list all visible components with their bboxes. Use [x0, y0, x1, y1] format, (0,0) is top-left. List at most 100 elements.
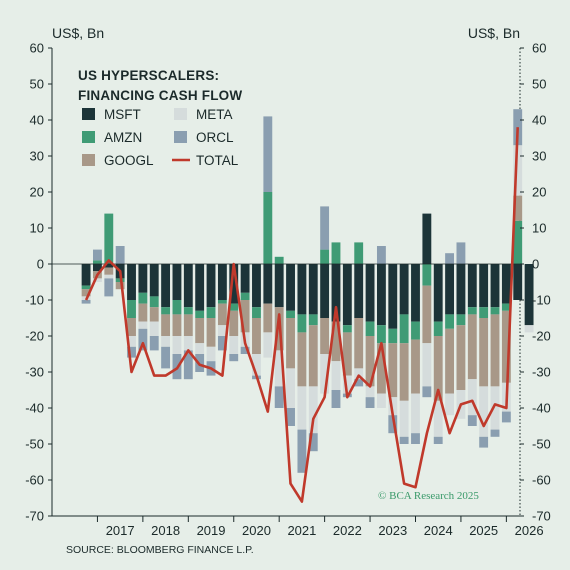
- bar-googl-q38: [513, 195, 523, 221]
- y-tick-label-right: -30: [532, 365, 551, 380]
- bar-orcl-q7: [161, 346, 171, 369]
- y-tick-label-right: -10: [532, 293, 551, 308]
- bar-amzn-q35: [479, 307, 489, 318]
- bar-googl-q18: [286, 318, 295, 369]
- bar-meta-q19: [297, 386, 307, 430]
- bar-orcl-q34: [467, 415, 477, 426]
- bar-amzn-q21: [320, 249, 330, 264]
- bar-googl-q36: [490, 314, 500, 387]
- bar-amzn-q4: [127, 300, 136, 318]
- legend-label-msft: MSFT: [104, 107, 141, 122]
- bar-orcl-q28: [399, 436, 409, 444]
- y-tick-label-right: 50: [532, 77, 546, 92]
- bar-amzn-q28: [399, 314, 409, 344]
- bar-msft-q8: [172, 264, 182, 300]
- bar-amzn-q32: [445, 314, 455, 329]
- chart-title-line-1: US HYPERSCALERS:: [78, 68, 219, 83]
- bar-googl-q12: [217, 303, 227, 326]
- bar-msft-q9: [183, 264, 193, 308]
- bar-meta-q13: [229, 336, 239, 354]
- bar-meta-q39: [524, 325, 534, 333]
- bar-amzn-q12: [217, 300, 227, 304]
- bar-msft-q11: [206, 264, 216, 308]
- bar-meta-q27: [388, 397, 398, 416]
- bar-orcl-q13: [229, 354, 239, 362]
- bar-orcl-q1: [93, 249, 102, 261]
- bar-meta-q29: [411, 393, 420, 434]
- y-tick-label-right: -40: [532, 401, 551, 416]
- bar-msft-q7: [161, 264, 171, 308]
- bar-amzn-q17: [274, 256, 284, 264]
- x-tick-label: 2019: [197, 523, 226, 538]
- bar-meta-q12: [217, 325, 227, 336]
- bar-orcl-q30: [422, 386, 432, 398]
- bar-googl-q24: [354, 318, 364, 369]
- bar-googl-q3: [115, 282, 125, 290]
- bar-orcl-q22: [331, 390, 341, 408]
- bar-meta-q20: [308, 386, 318, 434]
- bar-amzn-q19: [297, 314, 307, 333]
- y-tick-label-right: 0: [532, 257, 539, 272]
- bar-googl-q30: [422, 285, 432, 344]
- y-tick-label-left: 50: [30, 77, 44, 92]
- bar-orcl-q2: [104, 278, 114, 297]
- bar-amzn-q9: [183, 307, 193, 315]
- legend-label-googl: GOOGL: [104, 153, 154, 168]
- bar-meta-q17: [274, 350, 284, 387]
- bar-meta-q2: [104, 274, 114, 279]
- bar-orcl-q20: [308, 433, 318, 452]
- bar-msft-q33: [456, 264, 466, 315]
- bar-msft-q13: [229, 264, 239, 304]
- x-tick-label: 2018: [151, 523, 180, 538]
- bar-orcl-q37: [501, 411, 511, 423]
- bar-meta-q8: [172, 336, 182, 354]
- bar-meta-q11: [206, 346, 216, 362]
- bar-meta-q6: [149, 321, 159, 336]
- legend-swatch-googl: [82, 154, 95, 166]
- bar-amzn-q31: [433, 321, 443, 336]
- bar-msft-q22: [331, 264, 341, 322]
- bar-orcl-q35: [479, 436, 489, 448]
- bar-googl-q23: [342, 332, 352, 376]
- bar-meta-q28: [399, 400, 409, 437]
- x-tick-label: 2017: [106, 523, 135, 538]
- bar-googl-q15: [252, 318, 261, 354]
- bar-amzn-q14: [240, 292, 250, 300]
- bar-orcl-q32: [445, 253, 455, 264]
- bar-amzn-q2: [104, 213, 114, 264]
- bar-msft-q24: [354, 264, 364, 318]
- bar-msft-q25: [365, 264, 375, 322]
- y-tick-label-left: -50: [25, 437, 44, 452]
- bar-orcl-q25: [365, 397, 375, 408]
- bar-amzn-q33: [456, 314, 466, 326]
- bar-orcl-q31: [433, 436, 443, 444]
- bar-amzn-q8: [172, 300, 182, 315]
- bar-googl-q13: [229, 310, 239, 336]
- x-tick-label: 2023: [378, 523, 407, 538]
- y-tick-label-right: -70: [532, 509, 551, 524]
- bar-msft-q2: [104, 264, 114, 268]
- x-tick-label: 2021: [287, 523, 316, 538]
- bar-googl-q27: [388, 343, 398, 398]
- bar-googl-q19: [297, 332, 307, 387]
- legend-label-amzn: AMZN: [104, 130, 142, 145]
- bar-meta-q15: [252, 354, 261, 376]
- bar-googl-q6: [149, 307, 159, 322]
- bar-orcl-q33: [456, 242, 466, 264]
- x-tick-label: 2022: [333, 523, 362, 538]
- bar-orcl-q24: [354, 379, 364, 387]
- bar-meta-q31: [433, 400, 443, 437]
- bar-googl-q33: [456, 325, 466, 390]
- bar-googl-q7: [161, 314, 171, 336]
- total-line: [84, 127, 519, 503]
- bar-orcl-q18: [286, 408, 295, 426]
- bar-amzn-q1: [93, 260, 102, 264]
- bar-meta-q25: [365, 386, 375, 398]
- bar-googl-q37: [501, 310, 511, 383]
- bar-amzn-q7: [161, 307, 171, 315]
- bar-amzn-q13: [229, 303, 239, 311]
- bar-googl-q22: [331, 321, 341, 362]
- bar-msft-q27: [388, 264, 398, 329]
